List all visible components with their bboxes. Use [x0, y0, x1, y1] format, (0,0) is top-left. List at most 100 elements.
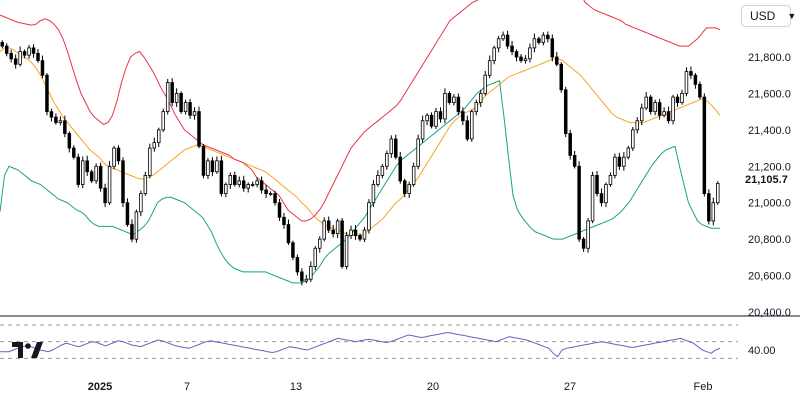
candle — [331, 224, 335, 238]
candle-body — [103, 187, 107, 204]
candle-body — [425, 114, 429, 122]
candle-body — [268, 193, 273, 196]
rsi-tick-label: 40.00 — [748, 345, 776, 357]
candle — [0, 40, 4, 49]
candle-body — [18, 51, 22, 65]
price-tick-label: 21,200.0 — [748, 161, 791, 173]
candle-body — [286, 224, 291, 244]
candle-body — [241, 180, 246, 189]
candle-body — [174, 93, 179, 103]
price-tick-label: 21,800.0 — [748, 52, 791, 64]
candle-body — [322, 220, 326, 240]
candle — [420, 115, 425, 143]
candle — [241, 175, 246, 192]
candle-body — [434, 111, 438, 127]
candle — [188, 98, 192, 119]
candle — [228, 172, 233, 189]
candle-body — [326, 220, 331, 231]
candle-body — [693, 74, 698, 85]
candle — [380, 164, 385, 179]
candle — [586, 218, 590, 253]
candle — [711, 197, 716, 226]
candle — [362, 227, 367, 243]
candle — [322, 217, 326, 242]
candle — [40, 55, 45, 79]
candle — [394, 134, 398, 160]
candle — [344, 231, 349, 270]
candle-body — [586, 220, 590, 249]
candle — [340, 218, 344, 269]
candle-body — [179, 93, 183, 113]
candle-body — [197, 111, 201, 147]
candle — [689, 66, 693, 79]
candle-body — [465, 120, 470, 140]
candle — [389, 135, 394, 158]
candle — [9, 49, 13, 63]
candle-body — [492, 47, 496, 62]
candle — [572, 150, 577, 169]
candle — [684, 67, 689, 97]
candle — [698, 81, 702, 100]
candle-body — [215, 160, 219, 173]
candle — [604, 182, 608, 208]
currency-selector[interactable]: USD ▼ — [741, 5, 796, 27]
candle — [510, 40, 514, 56]
candle — [250, 181, 255, 187]
candle-body — [675, 96, 680, 103]
upper-band-line — [0, 0, 721, 222]
candle — [80, 156, 85, 189]
candle — [648, 94, 653, 115]
candle — [537, 36, 541, 45]
candle-body — [157, 129, 161, 144]
candle — [152, 137, 157, 152]
candle-body — [443, 93, 447, 120]
candle — [639, 103, 644, 126]
candle — [183, 99, 188, 115]
candle — [143, 171, 148, 196]
candle-body — [358, 235, 362, 240]
candle-body — [479, 93, 483, 103]
candle-body — [49, 111, 54, 118]
candle — [170, 78, 174, 107]
candle-body — [367, 202, 371, 231]
candle-body — [595, 174, 599, 195]
candle-body — [304, 278, 309, 282]
candle — [514, 49, 519, 62]
candle-body — [224, 184, 228, 195]
candle-body — [152, 142, 157, 149]
candle-body — [604, 184, 608, 204]
time-tick-label: 20 — [427, 381, 439, 393]
candle-body — [246, 184, 250, 189]
candle — [622, 152, 626, 171]
candle — [335, 218, 340, 239]
candle — [555, 51, 559, 67]
candle — [608, 172, 613, 187]
candle-body — [429, 114, 434, 127]
candle — [438, 107, 443, 123]
candle — [519, 54, 523, 63]
candle-body — [80, 160, 85, 185]
candle — [487, 55, 492, 79]
middle-band-line — [0, 47, 721, 236]
candle — [161, 108, 165, 133]
candle-body — [255, 180, 259, 185]
candle-body — [161, 111, 165, 131]
candle — [237, 176, 241, 188]
candle — [479, 89, 483, 107]
candle — [89, 169, 94, 184]
candle-body — [537, 38, 541, 43]
candle — [461, 107, 465, 126]
candle — [617, 152, 622, 170]
candle-body — [626, 147, 631, 158]
candle — [385, 150, 389, 170]
candle-body — [420, 120, 425, 140]
candle-body — [707, 193, 711, 222]
candle-body — [22, 51, 27, 56]
candle — [532, 33, 537, 53]
candle — [206, 157, 210, 180]
candle-body — [353, 229, 358, 236]
candle — [367, 199, 371, 234]
candle-body — [550, 38, 555, 58]
candle-body — [31, 47, 36, 54]
candle-body — [54, 116, 58, 123]
